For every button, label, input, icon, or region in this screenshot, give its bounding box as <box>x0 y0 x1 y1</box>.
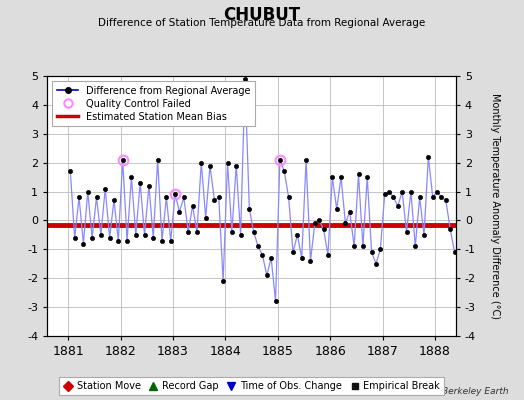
Difference from Regional Average <box>67 169 73 174</box>
Line: Difference from Regional Average: Difference from Regional Average <box>68 77 487 309</box>
Difference from Regional Average <box>281 169 287 174</box>
Difference from Regional Average <box>482 198 488 203</box>
Difference from Regional Average <box>451 250 457 255</box>
Difference from Regional Average <box>294 232 300 237</box>
Difference from Regional Average <box>124 238 130 243</box>
Text: Berkeley Earth: Berkeley Earth <box>442 387 508 396</box>
Difference from Regional Average <box>242 76 248 81</box>
Text: Difference of Station Temperature Data from Regional Average: Difference of Station Temperature Data f… <box>99 18 425 28</box>
Y-axis label: Monthly Temperature Anomaly Difference (°C): Monthly Temperature Anomaly Difference (… <box>490 93 500 319</box>
Difference from Regional Average <box>460 305 466 310</box>
Difference from Regional Average <box>185 230 191 234</box>
Text: CHUBUT: CHUBUT <box>223 6 301 24</box>
Legend: Difference from Regional Average, Quality Control Failed, Estimated Station Mean: Difference from Regional Average, Qualit… <box>52 81 255 126</box>
Legend: Station Move, Record Gap, Time of Obs. Change, Empirical Break: Station Move, Record Gap, Time of Obs. C… <box>59 377 444 395</box>
Difference from Regional Average <box>250 230 257 234</box>
